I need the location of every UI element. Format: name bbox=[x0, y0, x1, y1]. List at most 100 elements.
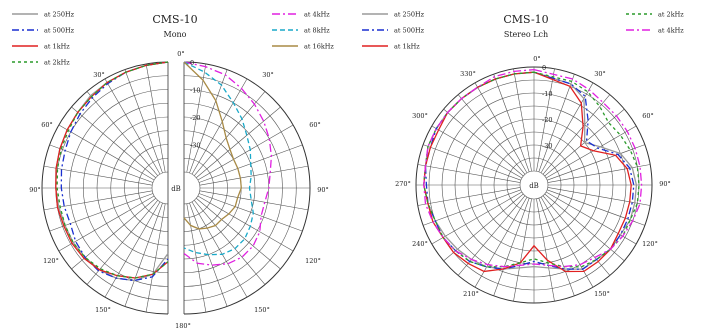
series-curve bbox=[424, 71, 635, 270]
grid-spoke bbox=[191, 78, 248, 175]
angle-label: 30° bbox=[262, 71, 274, 79]
legend-label: at 4kHz bbox=[304, 11, 330, 19]
grid-spoke bbox=[538, 74, 575, 172]
angle-label: 300° bbox=[412, 112, 428, 120]
chart-subtitle: Stereo Lch bbox=[504, 30, 548, 39]
legend-label: at 8kHz bbox=[304, 27, 330, 35]
grid-spoke bbox=[186, 203, 207, 313]
legend-label: at 1kHz bbox=[44, 43, 70, 51]
grid-spoke bbox=[58, 195, 155, 252]
grid-spoke bbox=[474, 196, 528, 288]
angle-label: 330° bbox=[460, 70, 476, 78]
angle-label: 0° bbox=[533, 55, 540, 63]
grid-spoke bbox=[423, 144, 521, 181]
series-curve bbox=[183, 61, 242, 230]
angle-label: 120° bbox=[43, 257, 59, 265]
legend-label: at 2kHz bbox=[658, 11, 684, 19]
legend-right: at 2kHz at 4kHz bbox=[626, 11, 684, 35]
grid-spoke bbox=[198, 193, 303, 232]
series-curve bbox=[183, 61, 254, 256]
grid-spoke bbox=[443, 108, 524, 177]
angle-label: 90° bbox=[317, 186, 329, 194]
radial-unit-label: dB bbox=[529, 182, 539, 190]
angle-label: 90° bbox=[659, 180, 671, 188]
legend-label: at 500Hz bbox=[44, 27, 75, 35]
angle-label: 0° bbox=[177, 50, 184, 58]
legend-label: at 4kHz bbox=[658, 27, 684, 35]
grid-spoke bbox=[547, 189, 645, 226]
grid-spoke bbox=[493, 74, 530, 172]
chart-title: CMS-10 bbox=[152, 13, 197, 26]
angle-labels: 0° 30° 60° 90° 120° 150° 180° 30° 60° 90° 120° 150° bbox=[29, 50, 329, 330]
grid-spoke bbox=[124, 202, 163, 307]
angle-label: 30° bbox=[93, 71, 105, 79]
angle-label: 60° bbox=[309, 121, 321, 129]
grid-spoke bbox=[124, 69, 163, 174]
grid-spoke bbox=[189, 69, 228, 174]
angle-label: 120° bbox=[305, 257, 321, 265]
grid-spoke bbox=[194, 91, 266, 176]
grid-spoke bbox=[104, 201, 161, 298]
angle-label: 240° bbox=[412, 240, 428, 248]
grid-spoke bbox=[544, 193, 625, 262]
grid-spoke bbox=[86, 91, 158, 176]
legend-label: at 16kHz bbox=[304, 43, 334, 51]
grid-spoke bbox=[536, 68, 555, 172]
radial-tick-label: -10 bbox=[190, 87, 200, 95]
angle-label: 60° bbox=[41, 121, 53, 129]
chart-subtitle: Mono bbox=[164, 30, 187, 39]
angle-label: 270° bbox=[395, 180, 411, 188]
radial-tick-label: -20 bbox=[190, 114, 200, 122]
grid-spoke bbox=[145, 63, 166, 173]
grid-spoke bbox=[542, 94, 611, 175]
grid-spoke bbox=[542, 195, 611, 276]
grid-spoke bbox=[540, 82, 594, 174]
grid-spoke bbox=[540, 196, 594, 288]
radial-tick-label: -20 bbox=[542, 116, 552, 124]
legend-label: at 500Hz bbox=[394, 27, 425, 35]
radial-tick-label: -30 bbox=[190, 142, 200, 150]
grid-spoke bbox=[513, 68, 532, 172]
radial-tick-label: -30 bbox=[542, 142, 552, 150]
grid-spoke bbox=[547, 187, 651, 206]
grid-spoke bbox=[431, 125, 523, 179]
grid-spoke bbox=[145, 203, 166, 313]
polar-chart-mono: 0 -10 -20 -30 dB 0° 30° 60° 90° 120° 150° 180° 30° 6… bbox=[12, 11, 334, 330]
grid-spoke bbox=[417, 164, 521, 183]
grid-spoke bbox=[191, 201, 248, 298]
series-curve bbox=[423, 68, 643, 268]
grid-spoke bbox=[58, 124, 155, 181]
legend-right: at 4kHz at 8kHz at 16kHz bbox=[272, 11, 334, 51]
grid-spoke bbox=[197, 124, 294, 181]
angle-label: 90° bbox=[29, 186, 41, 194]
angle-label: 60° bbox=[642, 112, 654, 120]
series-curve bbox=[56, 61, 169, 279]
legend-left: at 250Hz at 500Hz at 1kHz bbox=[362, 11, 425, 51]
grid-spoke bbox=[547, 144, 645, 181]
grid-spoke bbox=[431, 191, 523, 245]
grid-spoke bbox=[43, 165, 153, 186]
grid-spoke bbox=[49, 144, 154, 183]
polar-chart-stereo-lch: 0 -10 -20 -30 dB 0° 30° 60° 90° 120° 150° 210° 240°… bbox=[362, 11, 684, 304]
grid-spoke bbox=[194, 200, 266, 285]
angle-label: 30° bbox=[594, 70, 606, 78]
legend-label: at 1kHz bbox=[394, 43, 420, 51]
grid-spoke bbox=[196, 198, 281, 270]
grid-spoke bbox=[197, 195, 294, 252]
legend-label: at 2kHz bbox=[44, 59, 70, 67]
angle-label: 180° bbox=[175, 322, 191, 330]
angle-label: 150° bbox=[594, 290, 610, 298]
grid-spoke bbox=[457, 94, 526, 175]
radial-unit-label: dB bbox=[171, 185, 181, 193]
series-curves bbox=[423, 68, 643, 273]
grid-spoke bbox=[538, 198, 575, 296]
angle-label: 210° bbox=[463, 290, 479, 298]
angle-label: 120° bbox=[642, 240, 658, 248]
grid-spoke bbox=[545, 191, 637, 245]
radial-tick-labels: 0 -10 -20 -30 dB bbox=[171, 59, 200, 193]
legend-label: at 250Hz bbox=[44, 11, 75, 19]
grid-spoke bbox=[443, 193, 524, 262]
series-curve bbox=[423, 71, 638, 270]
grid-spoke bbox=[536, 198, 555, 302]
